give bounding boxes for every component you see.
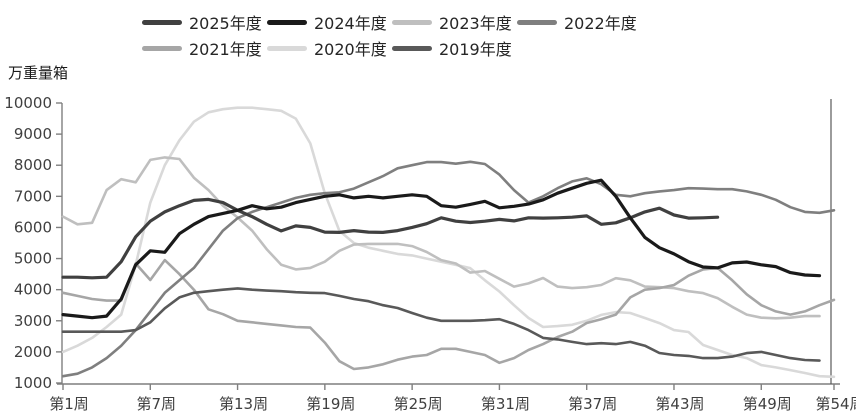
y-tick-label: 10000	[4, 94, 52, 112]
y-tick-label: 4000	[14, 281, 52, 299]
x-tick-label: 第49周	[743, 395, 792, 413]
legend-item-2020: 2020年度	[267, 36, 392, 60]
legend-label: 2024年度	[314, 14, 387, 33]
y-tick-label: 7000	[14, 187, 52, 205]
series-line-2019	[61, 287, 821, 362]
x-tick-label: 第43周	[655, 395, 704, 413]
x-tick-label: 第1周	[49, 395, 89, 413]
y-axis-title: 万重量箱	[8, 64, 69, 82]
legend-swatch-2025	[142, 19, 182, 25]
legend-swatch-2021	[142, 45, 182, 51]
y-tick-label: 3000	[14, 312, 52, 330]
x-tick-label: 第7周	[137, 395, 177, 413]
series-line-2021	[61, 258, 836, 371]
y-tick-label: 1000	[14, 374, 52, 392]
legend-swatch-2020	[267, 45, 307, 51]
x-tick-label: 第31周	[481, 395, 530, 413]
legend-label: 2020年度	[314, 40, 387, 59]
legend-item-2019: 2019年度	[392, 36, 517, 60]
y-tick-label: 2000	[14, 343, 52, 361]
legend-label: 2025年度	[189, 14, 262, 33]
legend-label: 2022年度	[564, 14, 637, 33]
y-tick-label: 6000	[14, 218, 52, 236]
x-tick-label: 第37周	[568, 395, 617, 413]
y-tick-label: 8000	[14, 156, 52, 174]
legend-label: 2021年度	[189, 40, 262, 59]
x-tick-label: 第19周	[306, 395, 355, 413]
legend-swatch-2023	[392, 19, 432, 25]
series-line-2023	[61, 156, 821, 320]
series-line-2025	[61, 197, 720, 280]
y-tick-label: 5000	[14, 250, 52, 268]
legend-row-2: 2021年度 2020年度 2019年度	[142, 36, 517, 60]
x-tick-label: 第13周	[219, 395, 268, 413]
legend-label: 2023年度	[439, 14, 512, 33]
legend-swatch-2019	[392, 45, 432, 51]
legend-item-2023: 2023年度	[392, 10, 517, 34]
legend-item-2025: 2025年度	[142, 10, 267, 34]
x-tick-label: 第54周	[815, 395, 856, 413]
legend-row-1: 2025年度 2024年度 2023年度 2022年度	[142, 10, 642, 34]
legend-item-2024: 2024年度	[267, 10, 392, 34]
legend-label: 2019年度	[439, 40, 512, 59]
series-line-2024	[61, 178, 822, 320]
legend-swatch-2024	[267, 19, 307, 25]
series-line-2022	[61, 160, 836, 378]
x-tick-label: 第25周	[394, 395, 443, 413]
series-line-2020	[61, 106, 836, 379]
y-tick-label: 9000	[14, 125, 52, 143]
legend-swatch-2022	[517, 19, 557, 25]
legend-item-2021: 2021年度	[142, 36, 267, 60]
legend-item-2022: 2022年度	[517, 10, 642, 34]
